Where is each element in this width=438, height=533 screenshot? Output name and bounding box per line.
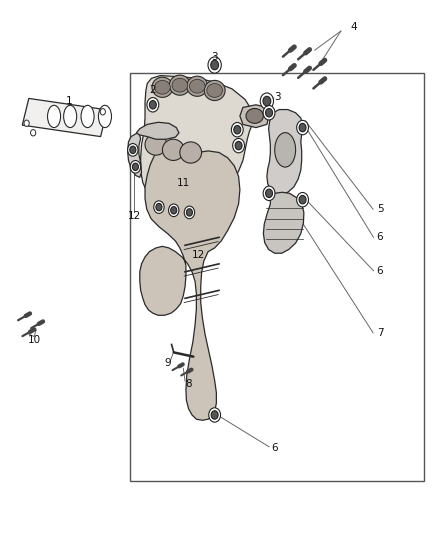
Polygon shape xyxy=(140,147,240,420)
Ellipse shape xyxy=(207,84,223,98)
Ellipse shape xyxy=(47,106,60,127)
Circle shape xyxy=(24,120,29,126)
Ellipse shape xyxy=(170,75,190,95)
Circle shape xyxy=(263,106,275,120)
Circle shape xyxy=(209,408,221,422)
Circle shape xyxy=(130,160,141,173)
Circle shape xyxy=(130,146,136,154)
Circle shape xyxy=(297,120,308,135)
Ellipse shape xyxy=(152,77,173,98)
Ellipse shape xyxy=(275,133,296,167)
Ellipse shape xyxy=(172,78,187,92)
Text: 6: 6 xyxy=(377,266,383,276)
Text: 7: 7 xyxy=(377,328,383,338)
Circle shape xyxy=(299,196,306,204)
Text: 3: 3 xyxy=(212,52,218,62)
Bar xyxy=(130,73,424,481)
Polygon shape xyxy=(267,110,303,195)
Circle shape xyxy=(211,411,218,419)
Circle shape xyxy=(149,101,156,109)
Text: 12: 12 xyxy=(191,250,205,260)
Text: 8: 8 xyxy=(185,379,192,389)
Text: 6: 6 xyxy=(272,443,278,453)
Circle shape xyxy=(100,109,106,115)
Ellipse shape xyxy=(204,80,225,101)
Text: 11: 11 xyxy=(177,177,190,188)
Circle shape xyxy=(186,209,192,216)
Text: 4: 4 xyxy=(350,22,357,32)
Polygon shape xyxy=(136,122,179,139)
Circle shape xyxy=(231,123,243,137)
Circle shape xyxy=(263,186,275,200)
Circle shape xyxy=(265,109,272,117)
Polygon shape xyxy=(240,105,269,127)
Text: 12: 12 xyxy=(127,211,141,221)
Circle shape xyxy=(184,206,194,219)
Circle shape xyxy=(127,143,138,156)
Circle shape xyxy=(208,57,221,73)
Circle shape xyxy=(211,60,219,70)
Ellipse shape xyxy=(155,80,170,94)
Polygon shape xyxy=(141,76,254,212)
Text: 1: 1 xyxy=(66,96,72,106)
Circle shape xyxy=(169,204,179,216)
Circle shape xyxy=(171,207,177,214)
Circle shape xyxy=(265,189,272,198)
Circle shape xyxy=(297,192,308,207)
Circle shape xyxy=(299,123,306,132)
Text: 6: 6 xyxy=(377,232,383,243)
Ellipse shape xyxy=(180,142,201,163)
Circle shape xyxy=(233,139,244,153)
Text: 5: 5 xyxy=(377,204,383,214)
Ellipse shape xyxy=(187,76,208,96)
Ellipse shape xyxy=(162,139,184,160)
Polygon shape xyxy=(263,192,304,253)
Text: 10: 10 xyxy=(28,335,41,345)
Circle shape xyxy=(154,201,164,213)
Polygon shape xyxy=(22,99,107,136)
Polygon shape xyxy=(127,133,141,177)
Ellipse shape xyxy=(246,109,263,123)
Text: 9: 9 xyxy=(164,358,171,368)
Circle shape xyxy=(132,163,138,171)
Ellipse shape xyxy=(99,106,112,127)
Circle shape xyxy=(156,204,162,211)
Ellipse shape xyxy=(145,134,167,155)
Circle shape xyxy=(147,98,159,112)
Circle shape xyxy=(263,96,271,106)
Circle shape xyxy=(260,93,274,109)
Ellipse shape xyxy=(64,106,77,127)
Text: 2: 2 xyxy=(149,85,156,95)
Circle shape xyxy=(234,125,241,134)
Ellipse shape xyxy=(81,106,94,127)
Text: 3: 3 xyxy=(274,92,281,102)
Circle shape xyxy=(31,130,36,136)
Circle shape xyxy=(235,141,242,150)
Ellipse shape xyxy=(189,79,205,93)
